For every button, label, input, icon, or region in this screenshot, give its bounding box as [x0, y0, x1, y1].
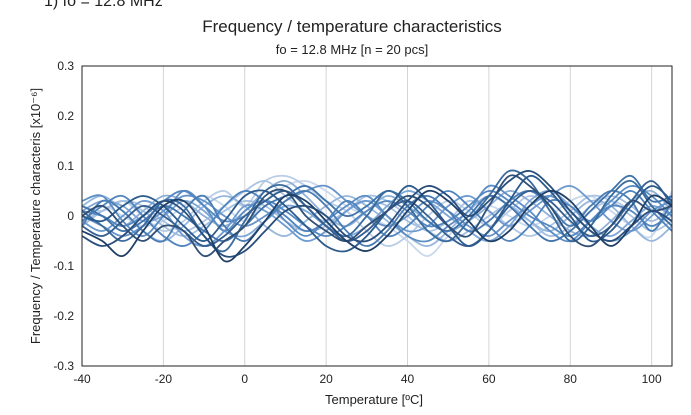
plot-frame: [81, 65, 673, 367]
y-tick-label: -0.3: [53, 359, 74, 373]
x-tick-label: 100: [642, 372, 662, 386]
series-line-1: [81, 174, 673, 257]
x-tick-label: 0: [241, 372, 248, 386]
y-axis-label: Frequency / Temperature characteris [x10…: [28, 88, 43, 344]
y-tick-label: -0.1: [53, 259, 74, 273]
series-line-15: [81, 170, 673, 258]
y-tick-label: 0.1: [57, 159, 74, 173]
y-tick-labels: -0.3 -0.2 -0.1 0 0.1 0.2 0.3: [53, 59, 74, 373]
chart-subtitle: fo = 12.8 MHz [n = 20 pcs]: [276, 42, 428, 57]
x-tick-label: 20: [319, 372, 333, 386]
y-tick-label: 0.3: [57, 59, 74, 73]
series-line-12: [81, 175, 673, 242]
series-line-13: [81, 190, 673, 247]
x-tick-labels: -40 -20 0 20 40 60 80 100: [73, 372, 662, 386]
chart-title: Frequency / temperature characteristics: [202, 17, 502, 36]
series-line-5: [81, 189, 673, 263]
x-tick-label: 40: [401, 372, 415, 386]
x-tick-label: -20: [155, 372, 173, 386]
series-line-8: [81, 185, 673, 247]
series-line-19: [81, 190, 673, 237]
y-tick-label: -0.2: [53, 309, 74, 323]
series-line-9: [81, 174, 673, 253]
x-tick-label: 80: [564, 372, 578, 386]
y-tick-label: 0: [67, 209, 74, 223]
x-tick-label: 60: [482, 372, 496, 386]
x-tick-label: -40: [73, 372, 91, 386]
series-layer: [81, 169, 673, 263]
y-tick-label: 0.2: [57, 109, 74, 123]
top-cut-heading: 1) fo = 12.8 MHz: [44, 0, 163, 10]
series-line-17: [81, 195, 673, 247]
series-line-2: [81, 169, 673, 253]
x-axis-label: Temperature [ºC]: [325, 392, 423, 407]
series-line-3: [81, 190, 673, 247]
